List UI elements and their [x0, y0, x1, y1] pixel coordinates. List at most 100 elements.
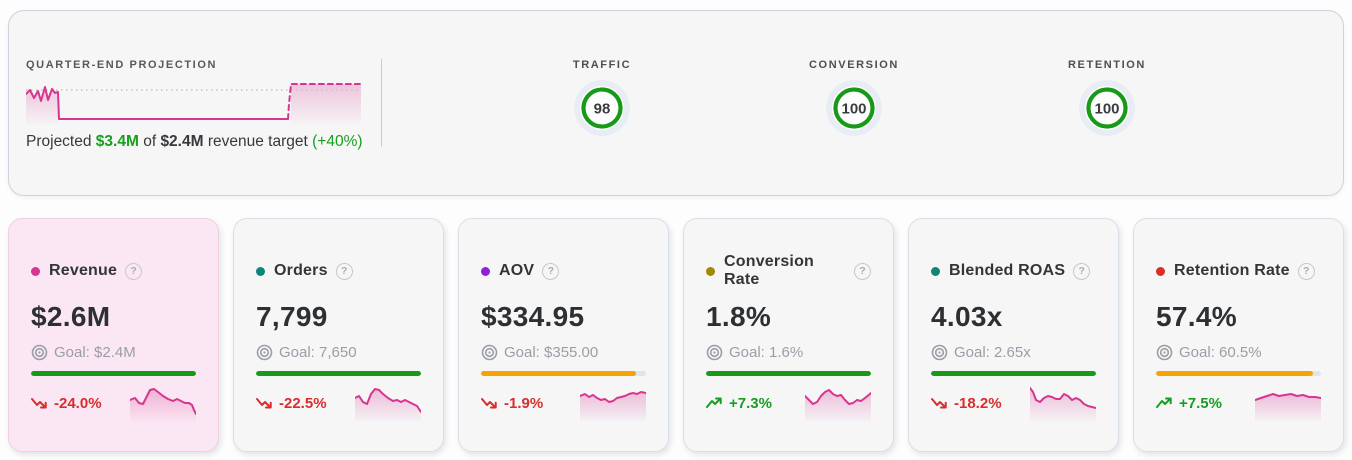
summary-prefix: Projected: [26, 133, 96, 150]
gauge-ring-icon: 100: [1079, 80, 1135, 136]
trend: +7.5%: [1156, 395, 1222, 412]
projection-chart: [26, 83, 361, 124]
gauge-ring-icon: 98: [574, 80, 630, 136]
sparkline: [1030, 387, 1096, 422]
metric-card[interactable]: Revenue ? $2.6M Goal: $2.4M: [8, 218, 219, 452]
help-icon[interactable]: ?: [542, 262, 560, 280]
card-title-row: AOV ?: [481, 261, 646, 281]
metric-title: Orders: [274, 262, 328, 279]
summary-of: of: [138, 133, 161, 150]
trending-up-icon: [706, 397, 722, 408]
metric-color-dot: [1156, 266, 1165, 276]
metric-card[interactable]: Blended ROAS ? 4.03x Goal: 2.65x: [908, 218, 1119, 452]
trend-label: -22.5%: [279, 394, 327, 412]
trend: -22.5%: [256, 395, 327, 412]
goal-target-icon: [256, 344, 273, 360]
gauge-face: [580, 86, 624, 130]
progress-fill: [931, 371, 1096, 376]
gauge-label: TRAFFIC: [572, 59, 632, 71]
goal-label: Goal: 1.6%: [729, 343, 804, 361]
metric-card[interactable]: Orders ? 7,799 Goal: 7,650: [233, 218, 444, 452]
metric-title: Retention Rate: [1174, 262, 1290, 279]
progress-fill: [1156, 371, 1313, 376]
trending-down-icon: [481, 398, 497, 409]
goal-target-icon: [31, 344, 48, 360]
metric-color-dot: [931, 266, 940, 276]
sparkline-line: [130, 388, 196, 415]
gauge-face: [832, 86, 876, 130]
gauge-ring-icon: 100: [826, 80, 882, 136]
trend: -24.0%: [31, 395, 102, 412]
trend-label: +7.5%: [1179, 394, 1222, 412]
metric-color-dot: [706, 266, 715, 276]
card-title-row: Orders ?: [256, 261, 421, 281]
trending-down-icon: [256, 398, 272, 409]
metric-value: 7,799: [256, 301, 328, 332]
projection-summary: Projected $3.4M of $2.4M revenue target …: [26, 133, 366, 151]
metric-value: 57.4%: [1156, 301, 1237, 332]
trend-label: -24.0%: [54, 394, 102, 412]
goal-label: Goal: $2.4M: [54, 343, 136, 361]
goal-target-icon: [481, 344, 498, 360]
goal-row: Goal: 1.6%: [706, 343, 871, 361]
trend-row: +7.3%: [706, 384, 871, 422]
help-icon[interactable]: ?: [335, 262, 353, 280]
gauge-value: 100: [1094, 101, 1119, 118]
progress-fill: [706, 371, 871, 376]
trend-label: -18.2%: [954, 394, 1002, 412]
projection-panel: QUARTER-END PROJECTION Projected $3.4M o…: [8, 10, 1344, 196]
goal-target-icon: [931, 344, 948, 360]
goal-target-icon: [1156, 344, 1173, 360]
metric-card[interactable]: Conversion Rate ? 1.8% Goal: 1.6%: [683, 218, 894, 452]
projection-actual-line: [26, 86, 289, 120]
goal-row: Goal: $2.4M: [31, 343, 196, 361]
progress-fill: [256, 371, 421, 376]
trending-down-icon: [931, 398, 947, 409]
metric-card[interactable]: Retention Rate ? 57.4% Goal: 60.5%: [1133, 218, 1344, 452]
gauge-arc: [833, 87, 875, 129]
goal-target-icon: [706, 344, 723, 360]
summary-suffix: revenue target: [203, 133, 313, 150]
trend-label: -1.9%: [504, 394, 544, 412]
trend: -1.9%: [481, 395, 543, 412]
gauge-arc: [581, 87, 623, 129]
gauge-label: RETENTION: [1068, 59, 1146, 71]
trend-row: -24.0%: [31, 384, 196, 422]
gauge-face: [1085, 86, 1129, 130]
progress-track: [706, 371, 871, 376]
sparkline-area: [805, 390, 871, 422]
sparkline-line: [1030, 387, 1096, 409]
metric-title: Conversion Rate: [724, 253, 815, 288]
progress-fill: [481, 371, 637, 376]
progress-track: [256, 371, 421, 376]
trend-row: -22.5%: [256, 384, 421, 422]
gauge-group: RETENTION 100: [1032, 59, 1182, 141]
sparkline-area: [580, 392, 646, 422]
metric-value: 4.03x: [931, 301, 1003, 332]
sparkline: [130, 388, 196, 422]
sparkline-line: [355, 388, 421, 413]
metric-color-dot: [481, 266, 490, 276]
gauge-group: TRAFFIC 98: [527, 59, 677, 141]
help-icon[interactable]: ?: [125, 262, 143, 280]
goal-label: Goal: 7,650: [279, 343, 357, 361]
sparkline-line: [580, 391, 646, 403]
summary-projected-value: $3.4M: [95, 133, 139, 150]
trend-row: -18.2%: [931, 384, 1096, 422]
card-title-row: Retention Rate ?: [1156, 261, 1321, 281]
panel-divider: [381, 59, 382, 147]
trend-row: -1.9%: [481, 384, 646, 422]
goal-row: Goal: 2.65x: [931, 343, 1096, 361]
metric-color-dot: [256, 266, 265, 276]
help-icon[interactable]: ?: [854, 262, 871, 280]
help-icon[interactable]: ?: [1073, 262, 1091, 280]
metric-card[interactable]: AOV ? $334.95 Goal: $355.00: [458, 218, 669, 452]
gauge-group: CONVERSION 100: [779, 59, 929, 141]
progress-track: [481, 371, 646, 376]
trending-down-icon: [31, 398, 47, 409]
progress-track: [31, 371, 196, 376]
projection-area-forecast: [291, 84, 361, 124]
goal-label: Goal: $355.00: [504, 343, 599, 361]
help-icon[interactable]: ?: [1297, 262, 1315, 280]
metric-value: $334.95: [481, 301, 585, 332]
